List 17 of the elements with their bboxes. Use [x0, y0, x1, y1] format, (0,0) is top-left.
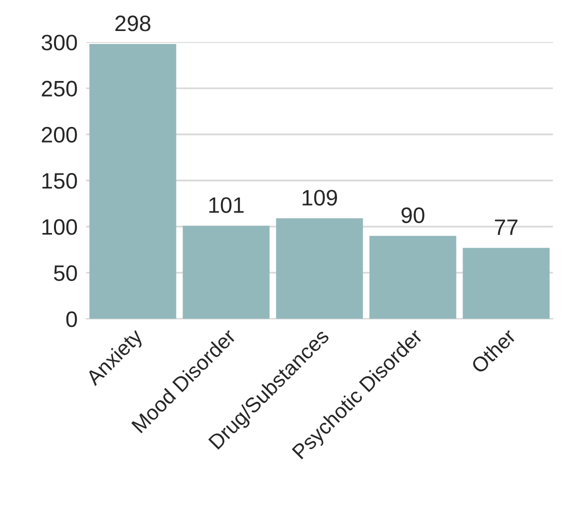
bar: [276, 218, 363, 319]
y-tick-label: 150: [42, 173, 77, 189]
data-label: 90: [402, 207, 424, 224]
bar: [369, 236, 456, 319]
y-tick-label: 50: [54, 265, 77, 281]
data-label: 298: [115, 16, 150, 32]
bar: [89, 44, 176, 319]
y-tick-label: 250: [42, 80, 77, 97]
y-tick-label: 0: [66, 311, 77, 328]
data-label: 77: [494, 220, 518, 235]
data-label: 109: [302, 190, 337, 206]
y-tick-label: 300: [42, 34, 77, 50]
data-label: 101: [209, 197, 244, 213]
y-tick-label: 100: [42, 219, 77, 235]
bar: [462, 248, 550, 319]
bar: [182, 226, 270, 319]
y-tick-label: 200: [42, 126, 77, 143]
